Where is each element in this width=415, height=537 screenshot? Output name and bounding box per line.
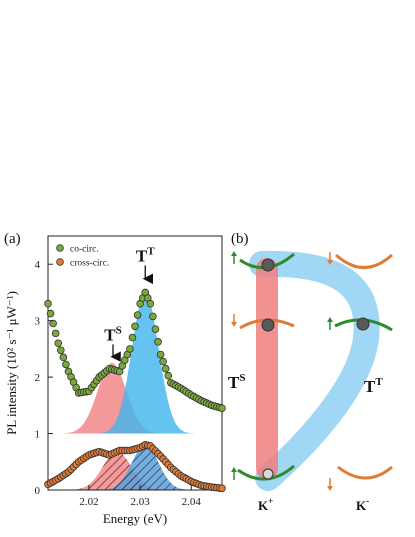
marker-0	[146, 299, 155, 308]
y-tick-label: 0	[35, 485, 41, 497]
marker-0	[46, 309, 55, 318]
marker-0	[133, 311, 142, 319]
marker-0	[149, 312, 157, 321]
panel-b-label: (b)	[231, 231, 249, 247]
marker-0	[151, 325, 160, 333]
panel-a-label: (a)	[4, 231, 21, 247]
marker-0	[126, 345, 134, 353]
marker-0	[156, 350, 165, 359]
marker-0	[59, 353, 68, 362]
marker-0	[131, 322, 139, 331]
legend-entry: co-circ.	[70, 245, 99, 255]
marker-0	[51, 329, 60, 338]
plot-frame	[47, 235, 223, 491]
k-minus-label: K-	[356, 496, 369, 513]
x-axis-title: Energy (eV)	[103, 511, 167, 526]
marker-0	[44, 299, 52, 308]
marker-0	[161, 364, 170, 373]
marker-0	[54, 339, 63, 348]
valley-kminus-top	[335, 253, 393, 269]
marker-0	[49, 319, 57, 328]
panel-b: (b) TS TT	[228, 231, 393, 513]
electron-kplus-mid	[261, 318, 275, 332]
marker-0	[218, 404, 226, 412]
legend-marker	[56, 258, 64, 266]
marker-0	[159, 357, 167, 366]
peak-fit-1	[48, 292, 222, 434]
spin-arrows	[231, 251, 333, 491]
y-tick-label: 2	[35, 372, 41, 384]
marker-0	[154, 338, 162, 346]
k-plus-label: K+	[258, 496, 273, 513]
y-tick-label: 1	[35, 429, 41, 441]
triplet-label: TT	[364, 376, 383, 396]
peak-fit-0	[48, 363, 222, 434]
x-tick-label: 2.04	[182, 496, 202, 508]
y-tick-label: 4	[35, 259, 41, 271]
y-axis-title: PL intensity (10² s⁻¹ μW⁻¹)	[4, 291, 19, 435]
marker-0	[128, 333, 137, 342]
electron-kplus-top	[261, 258, 275, 272]
pl-spectrum-plot: 2.02 2.03 2.04 0 1 2 3 4 Energy (eV) PL intensity…	[4, 235, 226, 526]
legend-marker	[56, 244, 64, 252]
legend-entry: cross-circ.	[70, 259, 109, 269]
y-tick-label: 3	[35, 316, 41, 328]
peak-label-1: TT	[136, 245, 155, 265]
peak-label-0: TS	[104, 324, 121, 344]
triplet-transition-band	[249, 250, 380, 491]
marker-1	[218, 484, 226, 493]
marker-0	[164, 371, 173, 380]
panel-a: (a) 2.02 2.03 2.04 0 1 2 3 4 Energy (eV) PL inten…	[4, 231, 226, 526]
x-tick-label: 2.03	[130, 496, 150, 508]
hole-kplus-bottom	[262, 468, 274, 480]
cross-peak-fit-1	[48, 444, 222, 490]
marker-0	[56, 346, 65, 355]
x-tick-label: 2.02	[79, 496, 98, 508]
marker-0	[62, 360, 70, 369]
valley-kminus-bottom	[337, 465, 393, 480]
singlet-transition-band	[256, 258, 278, 480]
singlet-label: TS	[228, 372, 245, 392]
electron-kminus-mid	[356, 317, 370, 331]
